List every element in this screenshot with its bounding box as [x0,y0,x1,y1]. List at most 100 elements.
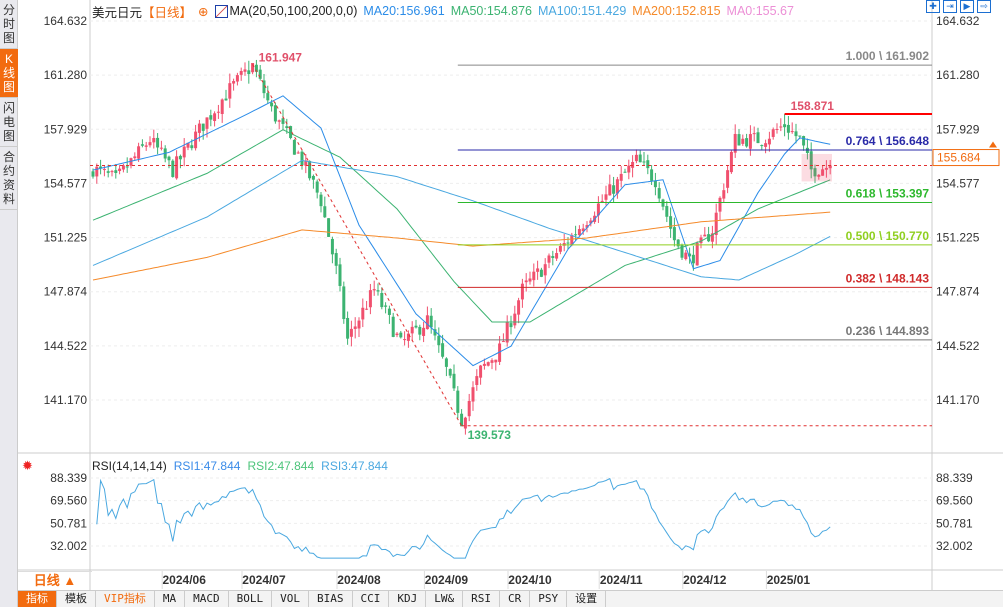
candle-body [441,343,445,357]
ma200-line [92,211,831,281]
candle-body [300,151,304,166]
candle-body [786,124,790,133]
candle-body [197,123,201,133]
candle-body [824,167,828,170]
candle-body [494,359,498,363]
tab-cci[interactable]: CCI [353,591,390,607]
candle-body [707,234,711,242]
candle-body [399,332,403,338]
crosshair-icon[interactable]: ✚ [926,0,940,13]
tab-boll[interactable]: BOLL [229,591,273,607]
x-tick-label: 2024/12 [683,573,727,587]
fib-label: 0.382 \ 148.143 [846,271,930,285]
low-label: 139.573 [468,428,512,442]
candle-body [251,62,255,73]
candle-body [577,229,581,236]
candle-body [262,80,266,94]
candle-body [460,413,464,427]
tab-contract-info[interactable]: 合约资料 [0,147,18,210]
candle-body [346,317,350,339]
recent-high-label: 158.871 [791,99,835,113]
candle-body [456,390,460,413]
candle-body [357,320,361,329]
tab-templates[interactable]: 模板 [57,591,96,607]
candle-body [764,143,768,147]
tab-flash-chart[interactable]: 闪电图 [0,98,18,147]
candle-body [608,184,612,196]
candle-body [783,124,787,128]
rsi-line [96,477,831,559]
candle-body [201,123,205,131]
candle-body [490,360,494,363]
candle-body [308,160,312,179]
fib-label: 1.000 \ 161.902 [846,49,930,63]
candle-body [680,244,684,258]
candle-body [479,365,483,378]
tab-time-chart[interactable]: 分时图 [0,0,18,49]
rsi-tick-label-left: 50.781 [50,516,87,530]
candle-body [604,194,608,200]
candle-body [152,137,156,143]
rsi3-value: RSI3:47.844 [321,459,388,473]
candle-body [102,169,106,171]
target-icon[interactable]: ⊕ [198,4,209,19]
period-selector[interactable]: 日线 ▲ [18,571,92,589]
y-tick-label-right: 157.929 [936,122,980,136]
candle-body [467,401,471,417]
x-tick-label: 2025/01 [767,573,811,587]
ma-params[interactable]: MA(20,50,100,200,0,0) [229,4,358,18]
candle-body [387,308,391,315]
candle-body [372,289,376,291]
zoom-in-icon[interactable]: ⇥ [943,0,957,13]
candle-body [498,343,502,362]
candle-body [289,126,293,139]
candle-body [676,239,680,247]
candle-body [444,358,448,367]
candle-body [232,81,236,84]
candle-body [771,129,775,137]
tab-cr[interactable]: CR [500,591,531,607]
candle-body [228,83,232,99]
candle-body [555,253,559,259]
ma-chart-icon[interactable] [214,4,228,18]
candle-body [722,190,726,199]
y-tick-label-left: 164.632 [44,14,88,28]
candle-body [634,154,638,162]
tab-bias[interactable]: BIAS [309,591,353,607]
candle-body [665,206,669,217]
rsi-settings-icon[interactable]: ✹ [22,458,33,473]
tab-indicators[interactable]: 指标 [18,591,57,607]
candle-body [182,146,186,158]
tab-kdj[interactable]: KDJ [389,591,427,607]
step-forward-icon[interactable]: ▶ [960,0,974,13]
candle-body [137,146,141,159]
tab-lw[interactable]: LW& [426,591,464,607]
candle-body [125,166,129,168]
ma50-line [92,129,831,323]
candle-body [767,138,771,145]
candle-body [684,252,688,260]
candle-body [91,171,95,177]
candle-body [691,254,695,264]
candle-body [425,315,429,330]
y-tick-label-right: 144.522 [936,339,980,353]
tab-settings[interactable]: 设置 [567,591,607,607]
tab-vip-indicators[interactable]: VIP指标 [96,591,155,607]
candle-body [551,256,555,259]
candlestick-chart[interactable]: 164.632 164.632 161.280 161.280 157.929 157.9… [0,0,1003,590]
candle-body [653,180,657,188]
candle-body [726,170,730,188]
candle-body [745,138,749,147]
jump-end-icon[interactable]: ⇨ [977,0,991,13]
tab-ma[interactable]: MA [155,591,186,607]
tab-kline-chart[interactable]: K线图 [0,49,18,98]
candle-body [410,326,414,334]
candle-body [365,308,369,310]
candle-body [513,313,517,326]
candle-body [828,165,832,169]
tab-psy[interactable]: PSY [530,591,568,607]
candle-body [627,165,631,173]
tab-rsi[interactable]: RSI [463,591,500,607]
tab-macd[interactable]: MACD [185,591,229,607]
tab-vol[interactable]: VOL [272,591,309,607]
